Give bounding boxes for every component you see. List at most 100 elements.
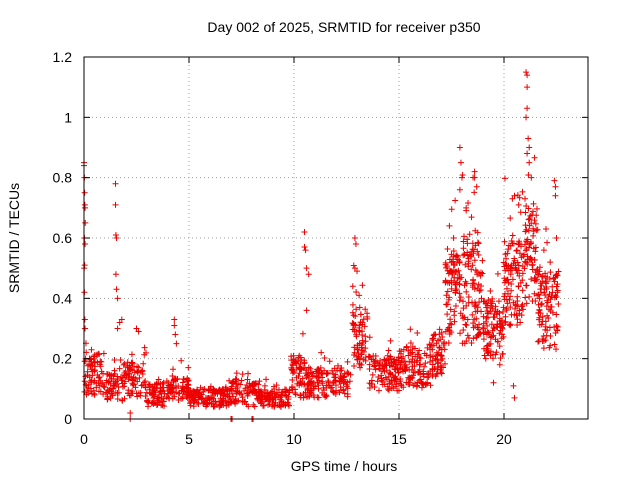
- data-point: [488, 333, 495, 340]
- data-point: [323, 393, 330, 400]
- data-point: [487, 334, 494, 341]
- data-point: [216, 388, 223, 395]
- data-point: [534, 226, 541, 233]
- data-point: [448, 285, 455, 292]
- data-point: [279, 389, 286, 396]
- data-point: [384, 386, 391, 393]
- data-point: [523, 69, 530, 76]
- data-point: [496, 343, 503, 350]
- data-point: [87, 385, 94, 392]
- data-point: [463, 288, 470, 295]
- data-point: [411, 345, 418, 352]
- data-point: [552, 192, 559, 199]
- data-point: [229, 390, 236, 397]
- data-point: [228, 399, 235, 406]
- data-point: [452, 197, 459, 204]
- data-point: [539, 336, 546, 343]
- data-point: [104, 371, 111, 378]
- data-point: [351, 326, 358, 333]
- data-point: [465, 258, 472, 265]
- data-point: [460, 245, 467, 252]
- data-point: [207, 383, 214, 390]
- data-point: [526, 222, 533, 229]
- data-point: [516, 250, 523, 257]
- data-point: [292, 389, 299, 396]
- data-point: [508, 281, 515, 288]
- data-point: [420, 373, 427, 380]
- data-point: [90, 353, 97, 360]
- data-point: [403, 343, 410, 350]
- data-point: [139, 368, 146, 375]
- data-point: [433, 349, 440, 356]
- data-point: [356, 340, 363, 347]
- data-point: [353, 288, 360, 295]
- data-point: [519, 277, 526, 284]
- data-point: [504, 265, 511, 272]
- data-point: [101, 384, 108, 391]
- data-point: [464, 316, 471, 323]
- data-point: [352, 241, 359, 248]
- data-point: [474, 271, 481, 278]
- x-tick-label: 0: [80, 431, 88, 447]
- data-point: [126, 370, 133, 377]
- data-point: [452, 281, 459, 288]
- data-point: [339, 374, 346, 381]
- data-point: [265, 401, 272, 408]
- data-point: [359, 331, 366, 338]
- data-point: [257, 388, 264, 395]
- data-point: [118, 377, 125, 384]
- data-point: [292, 391, 299, 398]
- data-point: [306, 378, 313, 385]
- data-point: [447, 306, 454, 313]
- data-point: [351, 362, 358, 369]
- data-point: [128, 351, 135, 358]
- data-point: [468, 266, 475, 273]
- data-point: [379, 381, 386, 388]
- data-point: [369, 371, 376, 378]
- data-point: [456, 144, 463, 151]
- data-point: [446, 256, 453, 263]
- data-point: [529, 262, 536, 269]
- data-point: [501, 290, 508, 297]
- data-point: [469, 311, 476, 318]
- data-point: [522, 209, 529, 216]
- data-point: [122, 378, 129, 385]
- data-point: [473, 183, 480, 190]
- data-point: [543, 303, 550, 310]
- data-point: [402, 361, 409, 368]
- data-point: [450, 262, 457, 269]
- data-point: [514, 259, 521, 266]
- data-point: [142, 393, 149, 400]
- data-point: [113, 378, 120, 385]
- data-point: [438, 352, 445, 359]
- data-point: [473, 315, 480, 322]
- data-point: [424, 344, 431, 351]
- data-point: [365, 353, 372, 360]
- data-point: [134, 363, 141, 370]
- data-point: [471, 257, 478, 264]
- data-point: [277, 394, 284, 401]
- data-point: [356, 292, 363, 299]
- data-point: [529, 297, 536, 304]
- data-point: [527, 239, 534, 246]
- data-point: [527, 256, 534, 263]
- data-point: [488, 321, 495, 328]
- data-point: [302, 247, 309, 254]
- data-point: [460, 252, 467, 259]
- data-point: [344, 358, 351, 365]
- data-point: [542, 273, 549, 280]
- data-point: [512, 301, 519, 308]
- data-point: [94, 359, 101, 366]
- data-point: [283, 386, 290, 393]
- data-point: [98, 368, 105, 375]
- data-point: [91, 352, 98, 359]
- data-point: [355, 327, 362, 334]
- data-point: [116, 319, 123, 326]
- data-point: [533, 227, 540, 234]
- data-point: [464, 332, 471, 339]
- data-point: [410, 372, 417, 379]
- data-point: [301, 244, 308, 251]
- data-point: [553, 323, 560, 330]
- data-point: [129, 377, 136, 384]
- data-point: [510, 382, 517, 389]
